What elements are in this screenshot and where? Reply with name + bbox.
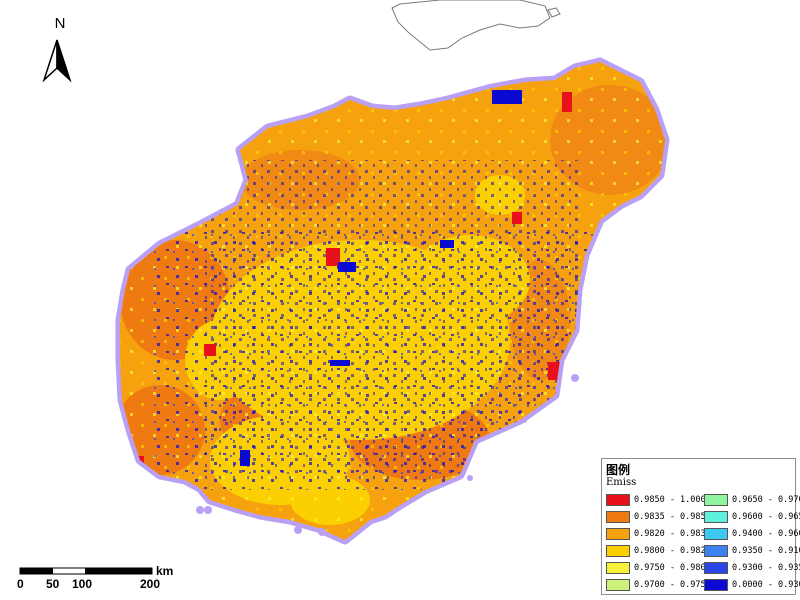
legend-label: 0.9750 - 0.9800 (634, 563, 711, 573)
legend: 图例 Emiss 0.9850 - 1.0000 0.9835 - 0.9850 0… (601, 458, 800, 595)
scale-tick-label: 200 (140, 577, 161, 591)
legend-item: 0.9600 - 0.9650 (704, 510, 800, 524)
legend-item: 0.9650 - 0.9700 (704, 493, 800, 507)
legend-swatch (606, 579, 630, 591)
legend-field-name: Emiss (606, 477, 637, 488)
legend-swatch (704, 511, 728, 523)
legend-item: 0.9700 - 0.9750 (606, 578, 711, 592)
legend-label: 0.9820 - 0.9835 (634, 529, 711, 539)
scale-tick-label: 50 (46, 577, 60, 591)
legend-item: 0.9800 - 0.9820 (606, 544, 711, 558)
legend-item: 0.9350 - 0.9100 (704, 544, 800, 558)
legend-swatch (704, 528, 728, 540)
legend-item: 0.9750 - 0.9800 (606, 561, 711, 575)
legend-label: 0.9850 - 1.0000 (634, 495, 711, 505)
legend-swatch (606, 545, 630, 557)
legend-title: 图例 (606, 463, 631, 477)
scale-unit: km (156, 564, 174, 578)
legend-item: 0.9820 - 0.9835 (606, 527, 711, 541)
legend-label: 0.9400 - 0.9600 (732, 529, 800, 539)
legend-label: 0.9650 - 0.9700 (732, 495, 800, 505)
legend-swatch (704, 579, 728, 591)
legend-swatch (704, 562, 728, 574)
legend-swatch (704, 545, 728, 557)
legend-swatch (606, 494, 630, 506)
scale-tick-label: 0 (17, 577, 24, 591)
legend-swatch (606, 511, 630, 523)
legend-item: 0.0000 - 0.9300 (704, 578, 800, 592)
island-raster (120, 62, 665, 540)
north-arrow-icon (42, 39, 72, 83)
legend-label: 0.9600 - 0.9650 (732, 512, 800, 522)
legend-label: 0.9800 - 0.9820 (634, 546, 711, 556)
legend-label: 0.9700 - 0.9750 (634, 580, 711, 590)
legend-label: 0.0000 - 0.9300 (732, 580, 800, 590)
legend-swatch (606, 528, 630, 540)
legend-item: 0.9300 - 0.9350 (704, 561, 800, 575)
legend-item: 0.9850 - 1.0000 (606, 493, 711, 507)
legend-swatch (704, 494, 728, 506)
legend-label: 0.9350 - 0.9100 (732, 546, 800, 556)
neighbor-landmass (547, 7, 561, 18)
legend-swatch (606, 562, 630, 574)
scale-bar (19, 567, 153, 575)
legend-label: 0.9300 - 0.9350 (732, 563, 800, 573)
north-label: N (54, 15, 66, 32)
neighbor-landmass (391, 0, 551, 51)
scale-labels: 0 50 100 200 (0, 577, 200, 593)
scale-tick-label: 100 (72, 577, 93, 591)
offshore-islets (196, 374, 579, 536)
legend-item: 0.9835 - 0.9850 (606, 510, 711, 524)
legend-label: 0.9835 - 0.9850 (634, 512, 711, 522)
legend-item: 0.9400 - 0.9600 (704, 527, 800, 541)
